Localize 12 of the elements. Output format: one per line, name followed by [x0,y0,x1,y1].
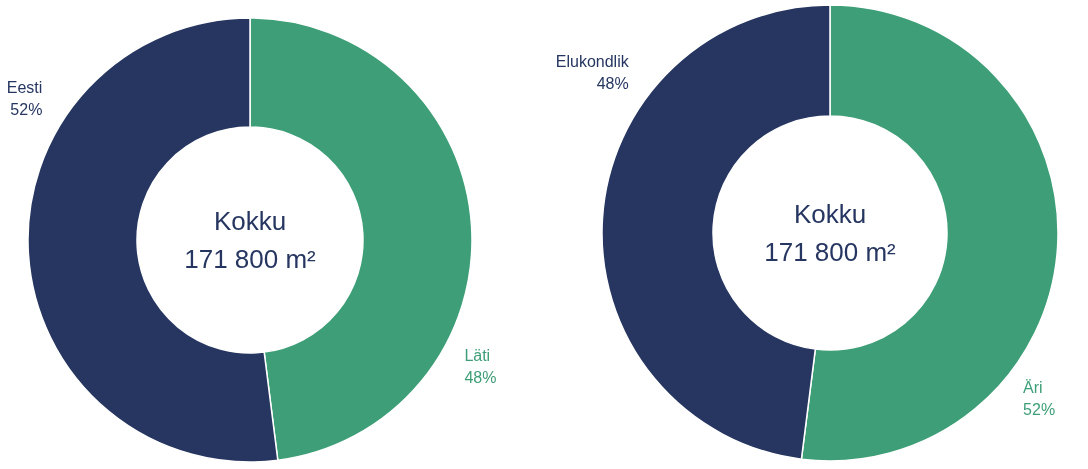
slice-label: Elukondlik [555,52,630,70]
text: 171 800 m² [764,237,897,267]
slice-label: Eesti [6,78,43,96]
text: Kokku [793,199,867,229]
data-label: 52% [10,100,43,118]
data-label: 48% [596,74,629,92]
slice-label: Äri [1023,379,1043,397]
slice-label: Läti [464,346,491,364]
text: 171 800 m² [184,244,317,274]
text: Kokku [213,206,287,236]
data-label: 52% [1023,401,1056,419]
data-label: 48% [464,368,497,386]
